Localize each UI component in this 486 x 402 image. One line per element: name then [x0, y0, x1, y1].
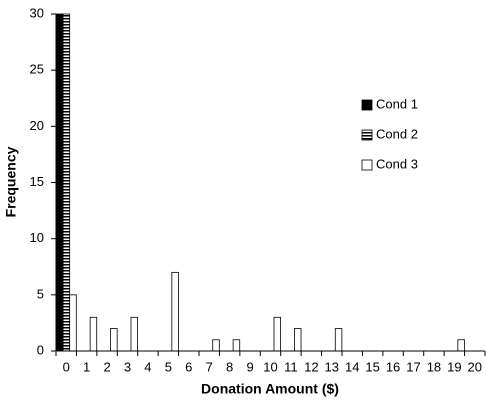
x-tick-label: 17: [406, 359, 420, 374]
bar: [56, 13, 64, 352]
x-tick-label: 8: [226, 359, 233, 374]
y-tick-label: 15: [30, 174, 44, 189]
legend-label: Cond 2: [376, 126, 418, 141]
legend-swatch: [361, 129, 373, 141]
x-tick-label: 16: [386, 359, 400, 374]
x-tick-label: 7: [206, 359, 213, 374]
bar: [457, 339, 465, 352]
x-tick-label: 0: [63, 359, 70, 374]
y-tick-label: 5: [37, 286, 44, 301]
legend-label: Cond 1: [376, 96, 418, 111]
y-tick-label: 25: [30, 62, 44, 77]
y-tick-label: 0: [37, 342, 44, 357]
x-tick-label: 18: [427, 359, 441, 374]
x-tick-label: 5: [165, 359, 172, 374]
legend-label: Cond 3: [376, 156, 418, 171]
bar: [110, 328, 118, 352]
x-tick-label: 13: [325, 359, 339, 374]
bar: [334, 328, 343, 352]
bar: [232, 339, 241, 352]
bar: [273, 316, 281, 352]
x-tick-label: 3: [124, 359, 131, 374]
x-tick-label: 9: [246, 359, 253, 374]
y-tick-label: 20: [30, 118, 44, 133]
y-tick-label: 30: [30, 5, 44, 20]
x-tick-label: 20: [468, 359, 482, 374]
x-tick-label: 10: [263, 359, 277, 374]
bar: [130, 316, 138, 352]
x-tick-label: 1: [83, 359, 90, 374]
x-tick-label: 4: [144, 359, 151, 374]
x-tick-label: 6: [185, 359, 192, 374]
bar: [171, 271, 179, 352]
legend-swatch: [361, 159, 373, 171]
legend-swatch: [361, 99, 373, 111]
bar: [62, 13, 71, 352]
bar: [212, 339, 220, 352]
y-tick-label: 10: [30, 230, 44, 245]
bar: [69, 294, 77, 352]
bar: [89, 316, 98, 352]
x-tick-label: 12: [304, 359, 318, 374]
x-tick-label: 19: [447, 359, 461, 374]
x-tick-label: 11: [284, 359, 298, 374]
bar: [294, 328, 302, 352]
y-axis-title: Frequency: [3, 146, 19, 217]
x-tick-label: 15: [365, 359, 379, 374]
x-tick-label: 2: [103, 359, 110, 374]
x-axis-title: Donation Amount ($): [201, 381, 339, 397]
x-tick-label: 14: [345, 359, 359, 374]
